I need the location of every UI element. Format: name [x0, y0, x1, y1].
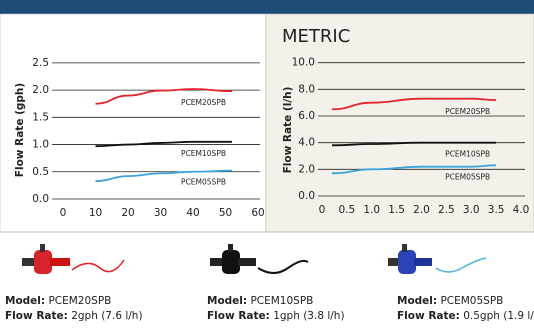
x-tick-label: 4.0 [513, 204, 530, 216]
x-tick-label: 2.0 [413, 204, 430, 216]
x-tick-label: 30 [154, 207, 167, 219]
series-line [331, 141, 497, 147]
series-line [95, 169, 233, 182]
y-tick-label: 10.0 [292, 57, 315, 69]
svg-text:Flow Rate: 1gph (3.8 l/h): Flow Rate: 1gph (3.8 l/h) [207, 310, 345, 322]
dripper-icon [210, 244, 309, 274]
model: PCEM05SPB [440, 295, 503, 307]
header-bar [0, 0, 534, 14]
left-panel [0, 13, 267, 233]
flow-label: Flow Rate: [5, 310, 68, 322]
y-tick-label: 0.0 [298, 190, 315, 202]
series-label: PCEM10SPB [445, 150, 490, 159]
chart-title: METRIC [282, 26, 350, 47]
flow-label: Flow Rate: [397, 310, 460, 322]
y-tick-label: 2.0 [32, 84, 49, 96]
y-tick-label: 0.5 [32, 166, 49, 178]
series-line [331, 97, 497, 111]
y-tick-label: 8.0 [298, 83, 315, 95]
x-tick-label: 20 [121, 207, 134, 219]
x-tick-label: 50 [219, 207, 232, 219]
series-line [95, 140, 232, 148]
svg-text:Model: PCEM20SPB: Model: PCEM20SPB [5, 295, 111, 307]
series-line [95, 88, 233, 105]
model: PCEM20SPB [48, 295, 111, 307]
flow: 2gph (7.6 l/h) [71, 310, 142, 322]
x-tick-label: 10 [89, 207, 102, 219]
series-label: PCEM10SPB [181, 149, 226, 158]
svg-text:Model: PCEM10SPB: Model: PCEM10SPB [207, 295, 313, 307]
flow: 1gph (3.8 l/h) [273, 310, 344, 322]
x-tick-label: 3.0 [463, 204, 480, 216]
series-label: PCEM05SPB [181, 178, 226, 187]
x-tick-label: 3.5 [488, 204, 505, 216]
y-axis-label: Flow Rate (l/h) [282, 87, 294, 174]
flow: 0.5gph (1.9 l/h) [463, 310, 534, 322]
series-label: PCEM20SPB [181, 98, 226, 107]
model: PCEM10SPB [250, 295, 313, 307]
product-text: Model: PCEM20SPB Flow Rate: 2gph (7.6 l/… [5, 295, 534, 322]
x-tick-label: 0 [60, 207, 67, 219]
y-tick-label: 2.5 [32, 57, 49, 69]
x-tick-label: 1.0 [363, 204, 380, 216]
y-axis-label: Flow Rate (gph) [14, 83, 26, 177]
svg-text:Model: PCEM05SPB: Model: PCEM05SPB [397, 295, 503, 307]
y-tick-label: 6.0 [298, 110, 315, 122]
x-tick-label: 1.5 [388, 204, 405, 216]
dripper-icon [22, 244, 125, 274]
y-tick-label: 1.5 [32, 111, 49, 123]
model-label: Model: [207, 295, 247, 307]
svg-text:Flow Rate: 2gph (7.6 l/h): Flow Rate: 2gph (7.6 l/h) [5, 310, 143, 322]
series-label: PCEM20SPB [445, 107, 490, 116]
flow-label: Flow Rate: [207, 310, 270, 322]
y-tick-label: 4.0 [298, 137, 315, 149]
y-tick-label: 1.0 [32, 139, 49, 151]
series-line [331, 164, 497, 175]
x-tick-label: 40 [186, 207, 199, 219]
x-tick-label: 2.5 [438, 204, 455, 216]
model-label: Model: [397, 295, 437, 307]
y-tick-label: 2.0 [298, 163, 315, 175]
x-tick-label: 0 [319, 204, 326, 216]
dripper-icon [388, 244, 487, 274]
x-tick-label: 0.5 [339, 204, 356, 216]
model-label: Model: [5, 295, 45, 307]
y-tick-label: 0.0 [32, 193, 49, 205]
svg-text:Flow Rate: 0.5gph (1.9 l/h): Flow Rate: 0.5gph (1.9 l/h) [397, 310, 534, 322]
x-tick-label: 60 [251, 207, 264, 219]
series-label: PCEM05SPB [445, 172, 490, 181]
